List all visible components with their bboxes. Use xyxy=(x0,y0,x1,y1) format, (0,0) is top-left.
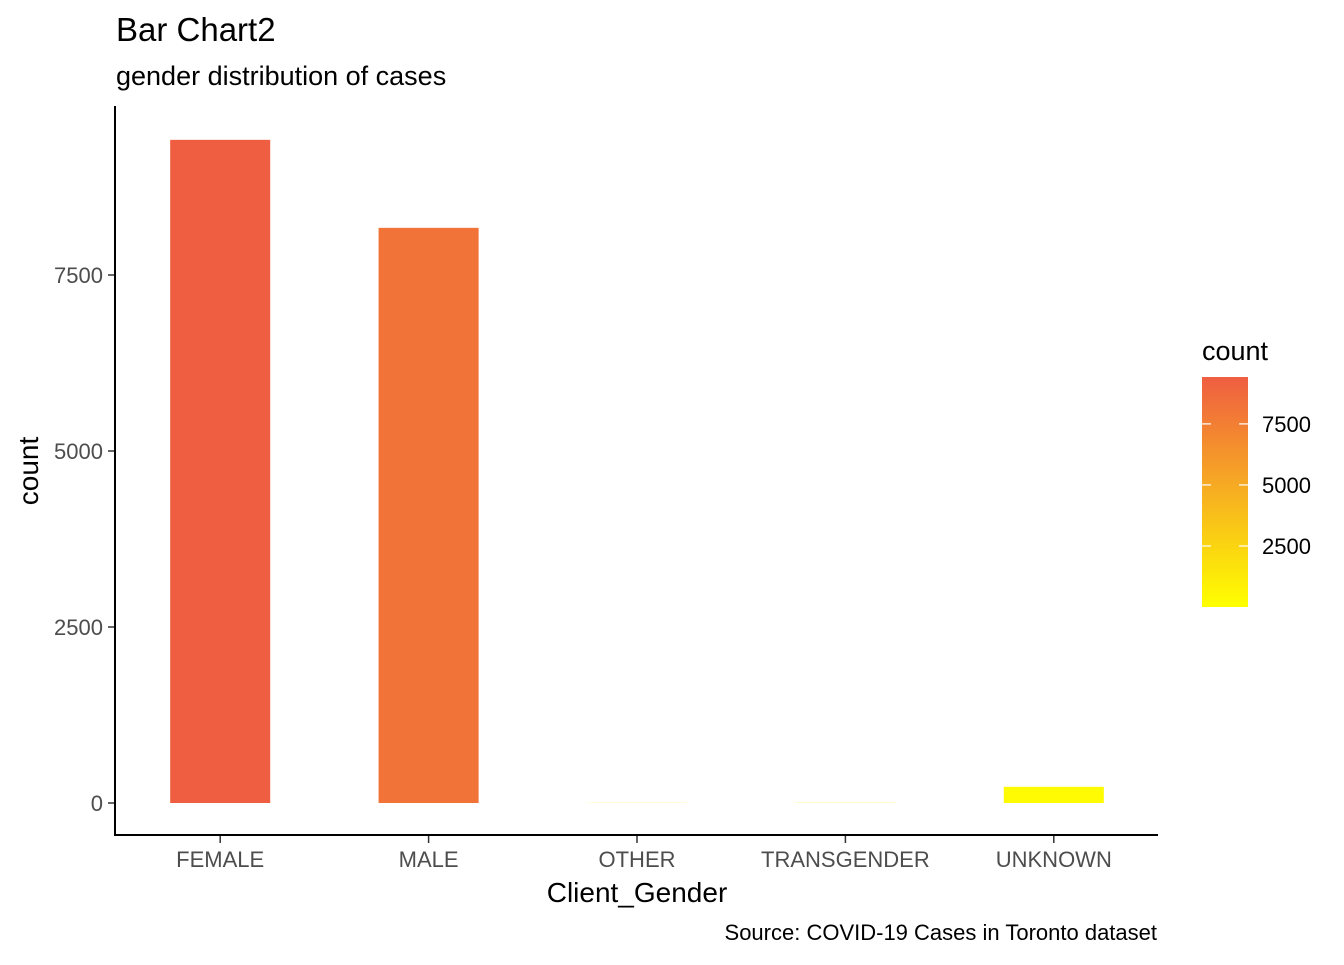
y-tick-label: 5000 xyxy=(54,439,103,464)
bar-female xyxy=(170,140,270,803)
legend-colorbar xyxy=(1202,377,1248,607)
legend-tick-label: 7500 xyxy=(1262,412,1311,437)
y-tick-label: 2500 xyxy=(54,615,103,640)
chart-title: Bar Chart2 xyxy=(116,11,276,48)
color-legend: count 2500 5000 7500 xyxy=(1202,336,1311,607)
y-tick-label: 7500 xyxy=(54,263,103,288)
y-tick-label: 0 xyxy=(91,791,103,816)
legend-tick-label: 5000 xyxy=(1262,473,1311,498)
x-axis-ticks: FEMALE MALE OTHER TRANSGENDER UNKNOWN xyxy=(176,836,1112,872)
legend-title: count xyxy=(1202,336,1269,366)
y-axis-label: count xyxy=(13,437,44,506)
x-tick-label: OTHER xyxy=(599,847,676,872)
y-axis-ticks: 0 2500 5000 7500 xyxy=(54,263,115,816)
x-tick-label: FEMALE xyxy=(176,847,264,872)
legend-tick-label: 2500 xyxy=(1262,534,1311,559)
bar-unknown xyxy=(1004,787,1104,803)
chart-caption: Source: COVID-19 Cases in Toronto datase… xyxy=(725,920,1157,945)
x-tick-label: TRANSGENDER xyxy=(761,847,930,872)
bars-group xyxy=(170,140,1104,803)
x-tick-label: UNKNOWN xyxy=(996,847,1112,872)
x-axis-label: Client_Gender xyxy=(547,877,728,908)
chart-subtitle: gender distribution of cases xyxy=(116,61,446,91)
x-tick-label: MALE xyxy=(399,847,459,872)
bar-male xyxy=(379,228,479,803)
